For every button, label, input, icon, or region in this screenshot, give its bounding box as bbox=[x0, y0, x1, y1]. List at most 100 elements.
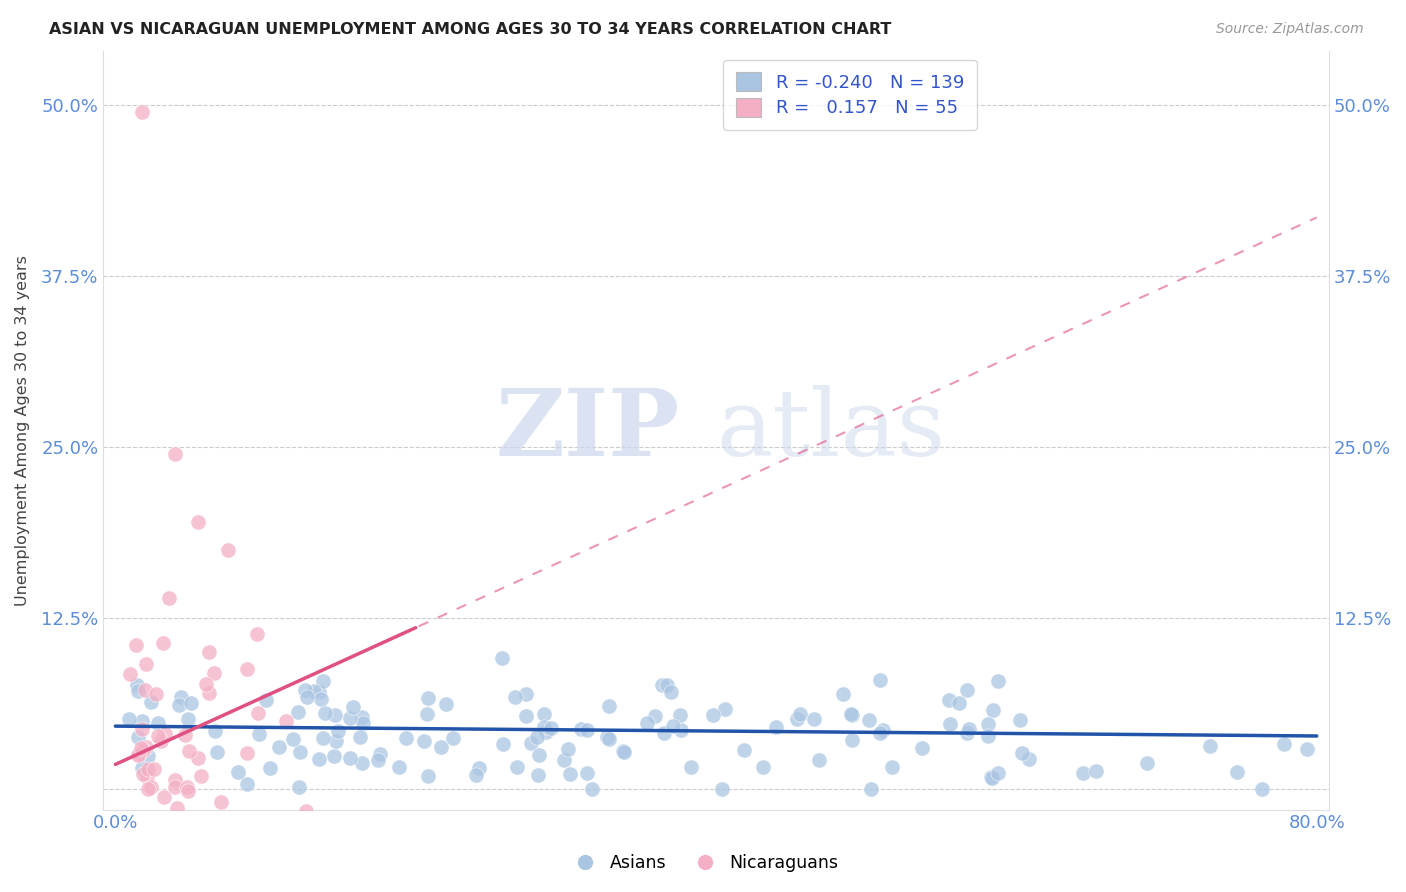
Point bbox=[659, 684, 682, 698]
Point bbox=[325, 734, 347, 748]
Point bbox=[297, 690, 319, 704]
Point bbox=[441, 731, 464, 745]
Point bbox=[198, 645, 221, 659]
Y-axis label: Unemployment Among Ages 30 to 34 years: Unemployment Among Ages 30 to 34 years bbox=[15, 255, 30, 606]
Point bbox=[558, 766, 581, 780]
Point bbox=[176, 780, 198, 795]
Point bbox=[267, 740, 290, 755]
Point bbox=[314, 706, 336, 720]
Point bbox=[938, 693, 960, 707]
Point bbox=[679, 760, 702, 774]
Point bbox=[129, 741, 152, 756]
Point bbox=[598, 699, 620, 714]
Point bbox=[312, 731, 335, 745]
Point bbox=[981, 703, 1004, 717]
Point bbox=[131, 761, 153, 775]
Point bbox=[339, 751, 361, 765]
Point bbox=[526, 731, 548, 745]
Point bbox=[957, 723, 980, 737]
Point bbox=[149, 734, 172, 748]
Point bbox=[254, 692, 277, 706]
Point bbox=[105, 830, 128, 845]
Point bbox=[134, 683, 156, 698]
Point bbox=[416, 769, 439, 783]
Point bbox=[515, 687, 537, 701]
Point bbox=[308, 752, 330, 766]
Point bbox=[956, 683, 979, 698]
Point bbox=[209, 795, 232, 809]
Point bbox=[352, 715, 374, 730]
Point bbox=[651, 678, 673, 692]
Point bbox=[167, 698, 190, 713]
Point bbox=[165, 772, 187, 787]
Point bbox=[832, 687, 855, 701]
Point bbox=[152, 635, 174, 649]
Point bbox=[125, 678, 148, 692]
Point bbox=[180, 696, 202, 710]
Point bbox=[323, 749, 346, 764]
Point bbox=[654, 726, 676, 740]
Point bbox=[1272, 737, 1295, 751]
Point bbox=[367, 753, 389, 767]
Point bbox=[1008, 713, 1031, 727]
Point bbox=[127, 730, 149, 744]
Point bbox=[174, 728, 197, 742]
Point bbox=[526, 768, 548, 782]
Point bbox=[187, 516, 209, 530]
Point bbox=[977, 729, 1000, 743]
Point bbox=[194, 677, 217, 691]
Point bbox=[247, 706, 270, 720]
Point bbox=[416, 706, 439, 721]
Point bbox=[352, 709, 374, 723]
Point bbox=[388, 760, 411, 774]
Point bbox=[395, 731, 418, 746]
Point bbox=[613, 745, 636, 759]
Point bbox=[527, 747, 550, 762]
Point bbox=[491, 650, 513, 665]
Text: Source: ZipAtlas.com: Source: ZipAtlas.com bbox=[1216, 22, 1364, 37]
Point bbox=[803, 712, 825, 726]
Point bbox=[153, 726, 176, 740]
Point bbox=[135, 657, 157, 671]
Point bbox=[575, 723, 598, 737]
Point bbox=[1011, 746, 1033, 760]
Point bbox=[127, 748, 149, 763]
Point bbox=[131, 714, 153, 729]
Point bbox=[166, 800, 188, 814]
Point bbox=[139, 695, 162, 709]
Point bbox=[304, 684, 326, 698]
Point bbox=[176, 713, 198, 727]
Point bbox=[492, 737, 515, 751]
Point bbox=[581, 782, 603, 797]
Point bbox=[575, 766, 598, 780]
Text: ZIP: ZIP bbox=[495, 385, 679, 475]
Point bbox=[159, 826, 181, 840]
Point bbox=[733, 743, 755, 757]
Point bbox=[1073, 766, 1095, 780]
Point bbox=[115, 830, 138, 845]
Point bbox=[190, 768, 212, 782]
Point bbox=[236, 777, 259, 791]
Point bbox=[155, 828, 177, 842]
Point bbox=[911, 740, 934, 755]
Point bbox=[948, 696, 970, 710]
Point bbox=[467, 761, 489, 775]
Point bbox=[540, 722, 562, 736]
Point bbox=[465, 768, 488, 782]
Point bbox=[146, 715, 169, 730]
Point bbox=[217, 542, 239, 557]
Point bbox=[159, 591, 181, 606]
Point bbox=[412, 734, 434, 748]
Text: ASIAN VS NICARAGUAN UNEMPLOYMENT AMONG AGES 30 TO 34 YEARS CORRELATION CHART: ASIAN VS NICARAGUAN UNEMPLOYMENT AMONG A… bbox=[49, 22, 891, 37]
Point bbox=[533, 706, 555, 721]
Point bbox=[204, 723, 226, 738]
Point bbox=[177, 783, 200, 797]
Point bbox=[274, 714, 297, 728]
Point bbox=[655, 678, 678, 692]
Point bbox=[595, 730, 617, 744]
Point bbox=[349, 730, 371, 744]
Point bbox=[714, 701, 737, 715]
Point bbox=[669, 708, 692, 723]
Point bbox=[131, 722, 153, 736]
Point bbox=[177, 744, 200, 758]
